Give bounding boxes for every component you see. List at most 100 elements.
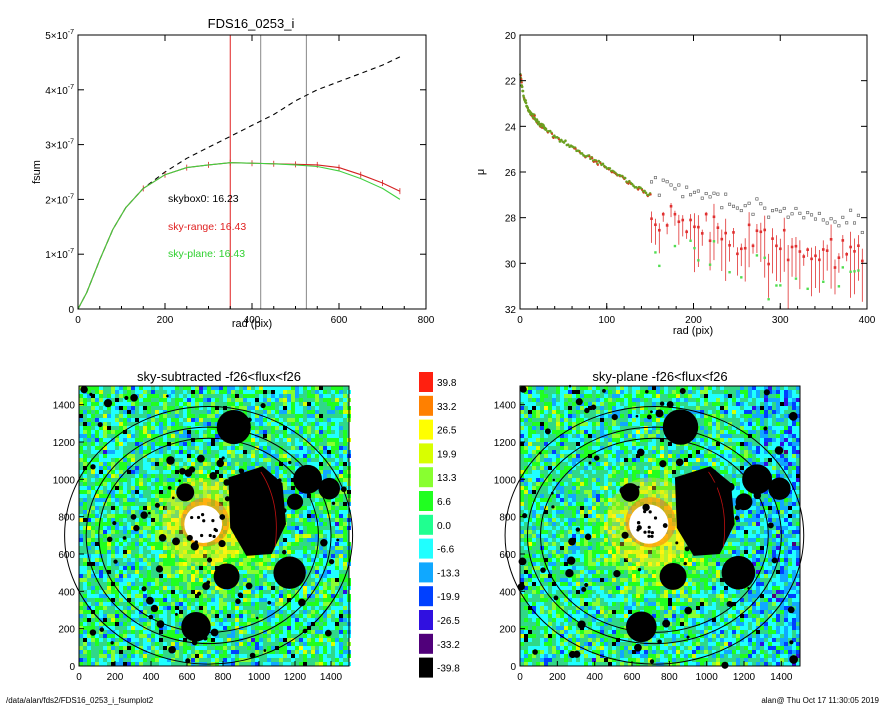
- pixel: [151, 510, 155, 514]
- pixel: [99, 434, 103, 438]
- pixel: [171, 522, 175, 526]
- pixel: [728, 410, 732, 414]
- pixel: [243, 558, 247, 562]
- pixel: [259, 566, 263, 570]
- pixel: [87, 630, 91, 634]
- pixel: [111, 470, 115, 474]
- sky-subtracted-panel: sky-subtracted -f26<flux<f26 0 200 400 600 8…: [53, 369, 354, 683]
- pixel: [103, 634, 107, 638]
- pixel: [796, 446, 800, 450]
- pixel: [315, 522, 319, 526]
- pixel: [327, 638, 331, 642]
- pixel: [255, 638, 259, 642]
- pixel: [343, 590, 347, 594]
- pixel: [784, 402, 788, 406]
- pixel: [263, 406, 267, 410]
- pixel: [139, 566, 143, 570]
- pixel: [796, 386, 800, 390]
- pixel: [327, 530, 331, 534]
- pixel: [588, 430, 592, 434]
- pixel: [744, 434, 748, 438]
- pixel: [652, 418, 656, 422]
- pixel: [211, 554, 215, 558]
- pixel: [239, 654, 243, 658]
- pixel: [660, 406, 664, 410]
- pixel: [672, 390, 676, 394]
- pixel: [712, 402, 716, 406]
- pixel: [191, 566, 195, 570]
- pixel: [788, 418, 792, 422]
- pixel: [219, 386, 223, 390]
- pixel: [123, 594, 127, 598]
- pixel: [652, 446, 656, 450]
- pixel: [319, 610, 323, 614]
- pixel: [604, 434, 608, 438]
- pixel: [115, 402, 119, 406]
- pixel: [343, 562, 347, 566]
- pixel: [788, 422, 792, 426]
- pixel: [175, 578, 179, 582]
- pixel: [183, 410, 187, 414]
- pixel: [564, 434, 568, 438]
- pixel: [315, 422, 319, 426]
- pixel: [179, 578, 183, 582]
- pixel: [339, 390, 343, 394]
- small-mask: [206, 580, 211, 585]
- mu-point-skybox: [755, 197, 759, 201]
- pixel: [303, 582, 307, 586]
- pixel: [255, 602, 259, 606]
- pixel: [95, 618, 99, 622]
- pixel: [83, 482, 87, 486]
- pixel: [191, 590, 195, 594]
- pixel: [171, 422, 175, 426]
- pixel: [151, 474, 155, 478]
- pixel: [291, 658, 295, 662]
- pixel: [311, 550, 315, 554]
- pixel: [163, 586, 167, 590]
- pixel: [544, 422, 548, 426]
- pixel: [780, 434, 784, 438]
- mask-circle: [213, 563, 240, 590]
- pixel: [131, 586, 135, 590]
- pixel: [139, 542, 143, 546]
- pixel: [251, 466, 255, 470]
- pixel: [163, 542, 167, 546]
- pixel: [660, 418, 664, 422]
- pixel: [335, 562, 339, 566]
- pixel: [756, 410, 760, 414]
- mu-point-skybox: [681, 195, 685, 199]
- pixel: [151, 430, 155, 434]
- pixel: [95, 522, 99, 526]
- pixel: [103, 474, 107, 478]
- pixel: [339, 614, 343, 618]
- pixel: [271, 654, 275, 658]
- pixel: [175, 590, 179, 594]
- pixel: [768, 402, 772, 406]
- pixel: [99, 498, 103, 502]
- pixel: [155, 534, 159, 538]
- pixel: [159, 562, 163, 566]
- pixel: [620, 406, 624, 410]
- pixel: [536, 422, 540, 426]
- pixel: [748, 418, 752, 422]
- pixel: [283, 402, 287, 406]
- pixel: [171, 618, 175, 622]
- pixel: [528, 430, 532, 434]
- pixel: [279, 386, 283, 390]
- pixel: [167, 490, 171, 494]
- pixel: [239, 570, 243, 574]
- pixel: [307, 518, 311, 522]
- pixel: [139, 442, 143, 446]
- pixel: [760, 406, 764, 410]
- pixel: [331, 442, 335, 446]
- pixel: [131, 438, 135, 442]
- mu-point-skybox: [692, 190, 696, 194]
- pixel: [119, 658, 123, 662]
- pixel: [163, 458, 167, 462]
- pixel: [175, 442, 179, 446]
- pixel: [107, 442, 111, 446]
- pixel: [91, 562, 95, 566]
- mu-point: [564, 139, 567, 143]
- pixel: [175, 594, 179, 598]
- pixel: [203, 386, 207, 390]
